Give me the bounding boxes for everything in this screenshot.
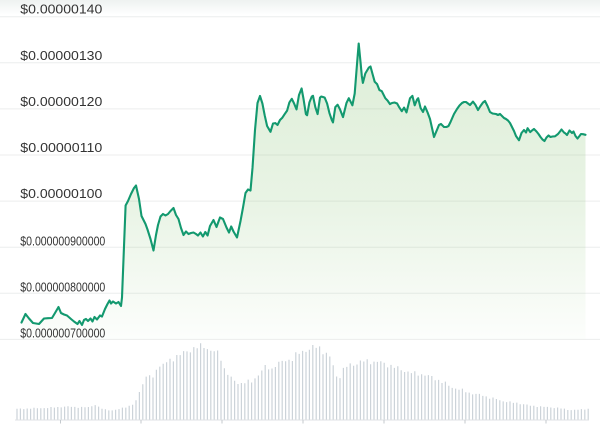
svg-text:$0.00000140: $0.00000140 [20,2,102,17]
svg-text:$0.000000800000: $0.000000800000 [20,279,105,294]
svg-text:$0.00000120: $0.00000120 [20,94,102,109]
svg-text:$0.000000900000: $0.000000900000 [20,233,105,248]
svg-text:$0.00000130: $0.00000130 [20,48,102,63]
svg-text:$0.000000700000: $0.000000700000 [20,326,105,341]
svg-text:$0.00000110: $0.00000110 [20,140,102,155]
svg-text:$0.00000100: $0.00000100 [20,186,102,201]
